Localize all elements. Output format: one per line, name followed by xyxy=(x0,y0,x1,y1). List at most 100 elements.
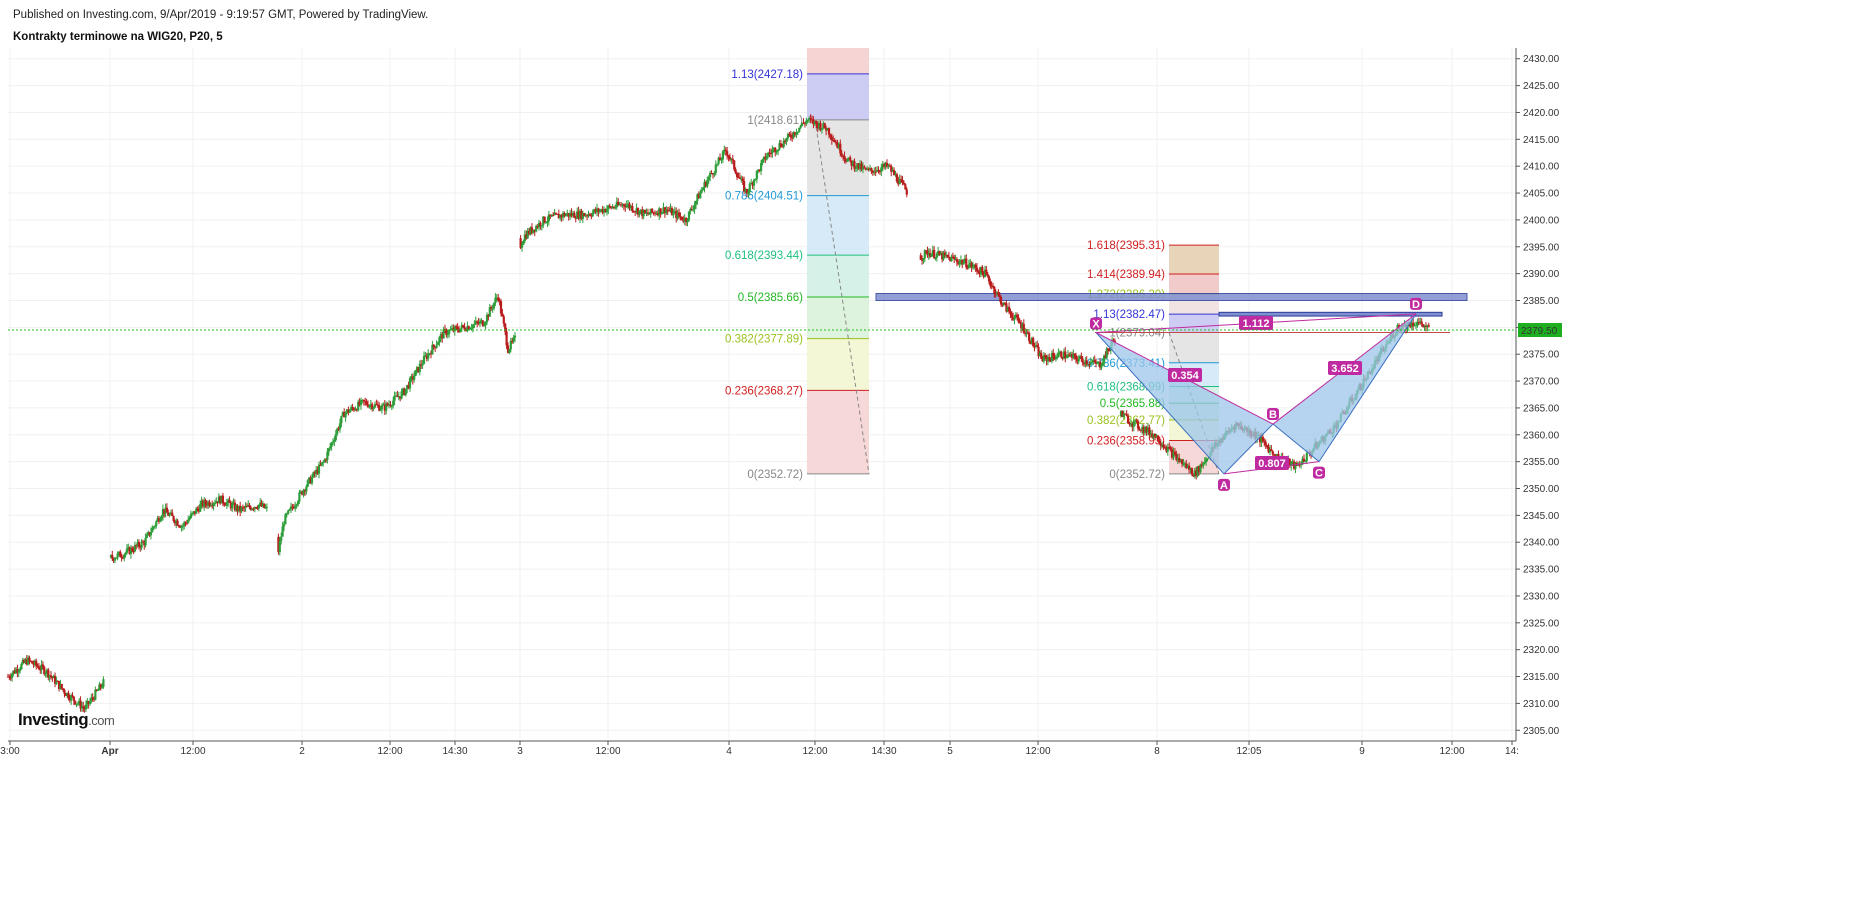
candle-body xyxy=(27,657,30,665)
candle-body xyxy=(241,507,244,509)
candle-body xyxy=(43,667,46,675)
candle-body xyxy=(1163,447,1167,449)
x-tick-label: 12:00 xyxy=(1439,746,1464,757)
candle-body xyxy=(1105,348,1108,358)
candle-body xyxy=(881,164,884,168)
candle-body xyxy=(389,404,392,406)
logo-suffix: .com xyxy=(88,713,115,728)
candle-body xyxy=(1072,353,1075,358)
candle-body xyxy=(710,173,713,175)
candle-body xyxy=(703,182,706,188)
candle-body xyxy=(699,192,702,199)
candle-body xyxy=(1121,411,1124,417)
candle-body xyxy=(672,211,675,216)
fib-band xyxy=(807,338,869,391)
fib-band xyxy=(807,119,869,196)
candle-body xyxy=(1424,326,1428,328)
candle-body xyxy=(842,155,845,157)
fib-level-label: 0.382(2377.89) xyxy=(725,334,803,346)
candle-body xyxy=(39,669,42,671)
candle-body xyxy=(421,363,424,366)
candle-body xyxy=(100,686,104,688)
candle-body xyxy=(1135,420,1138,422)
candle-body xyxy=(1100,365,1103,368)
candle-body xyxy=(305,486,308,492)
candle-body xyxy=(420,364,423,366)
candle-body xyxy=(480,320,483,322)
candle-body xyxy=(1040,352,1043,359)
candle-body xyxy=(1024,332,1027,334)
x-tick-label: 14: xyxy=(1505,746,1519,757)
candle-body xyxy=(793,132,797,135)
candle-body xyxy=(6,676,10,678)
candle-body xyxy=(658,208,661,216)
candle-body xyxy=(446,333,449,336)
candle-body xyxy=(1170,449,1174,458)
candle-body xyxy=(215,501,218,504)
candle-body xyxy=(152,526,155,528)
candle-body xyxy=(487,314,490,317)
candle-body xyxy=(1132,421,1135,427)
candle-body xyxy=(652,212,655,214)
pattern-point-badge xyxy=(1313,466,1325,479)
candle-body xyxy=(111,555,114,559)
fib-band xyxy=(807,296,869,339)
candle-body xyxy=(120,557,123,559)
candle-body xyxy=(890,166,893,172)
candle-body xyxy=(796,131,799,133)
candle-body xyxy=(169,512,173,515)
candle-body xyxy=(91,697,94,699)
candle-body xyxy=(188,517,191,520)
harmonic-pattern[interactable]: X A B C D 0.354 0.807 3.652 1.112 xyxy=(1090,297,1422,492)
fib-retracement-1[interactable]: 1.13(2427.18) 1(2418.61) 0.786(2404.51) 0.6… xyxy=(725,48,870,481)
candle-body xyxy=(1022,323,1025,333)
candle-body xyxy=(578,210,582,219)
candle-body xyxy=(1076,359,1079,362)
candle-body xyxy=(376,404,379,406)
candle-body xyxy=(949,257,952,262)
candle-body xyxy=(322,462,325,464)
candle-body xyxy=(1050,353,1054,362)
candle-body xyxy=(59,684,62,689)
candle-body xyxy=(642,210,645,217)
candle-body xyxy=(187,519,190,524)
fib-band xyxy=(1169,273,1219,295)
candle-body xyxy=(819,123,822,131)
candle-body xyxy=(14,669,18,674)
candle-body xyxy=(1195,470,1198,477)
candle-body xyxy=(1128,423,1131,425)
pattern-triangle-bcd xyxy=(1273,313,1416,462)
candle-body xyxy=(1300,464,1303,466)
candle-body xyxy=(587,214,590,216)
candle-body xyxy=(1422,324,1425,327)
candle-body xyxy=(490,307,493,309)
candle-body xyxy=(707,176,710,181)
candle-body xyxy=(385,403,388,411)
candle-body xyxy=(33,660,36,665)
candle-body xyxy=(442,329,445,339)
candle-body xyxy=(740,178,743,180)
resistance-zone[interactable] xyxy=(875,293,1468,334)
candle-body xyxy=(133,545,137,552)
y-tick-label: 2420.00 xyxy=(1523,108,1560,119)
candle-body xyxy=(629,206,633,209)
candle-body xyxy=(211,505,214,507)
candle-body xyxy=(415,367,419,371)
fib-band xyxy=(807,255,869,297)
candle-body xyxy=(427,353,430,359)
candle-body xyxy=(737,176,740,178)
candle-body xyxy=(566,213,569,215)
candle-body xyxy=(651,208,654,213)
candle-body xyxy=(574,217,577,219)
candle-body xyxy=(1107,348,1110,351)
candle-body xyxy=(1082,362,1086,365)
candle-body xyxy=(455,326,458,328)
candle-body xyxy=(436,342,440,345)
candle-body xyxy=(457,330,461,332)
candle-body xyxy=(550,215,553,217)
candle-body xyxy=(864,167,867,170)
candle-body xyxy=(1192,474,1195,477)
candle-body xyxy=(383,404,386,411)
candle-body xyxy=(231,503,234,509)
